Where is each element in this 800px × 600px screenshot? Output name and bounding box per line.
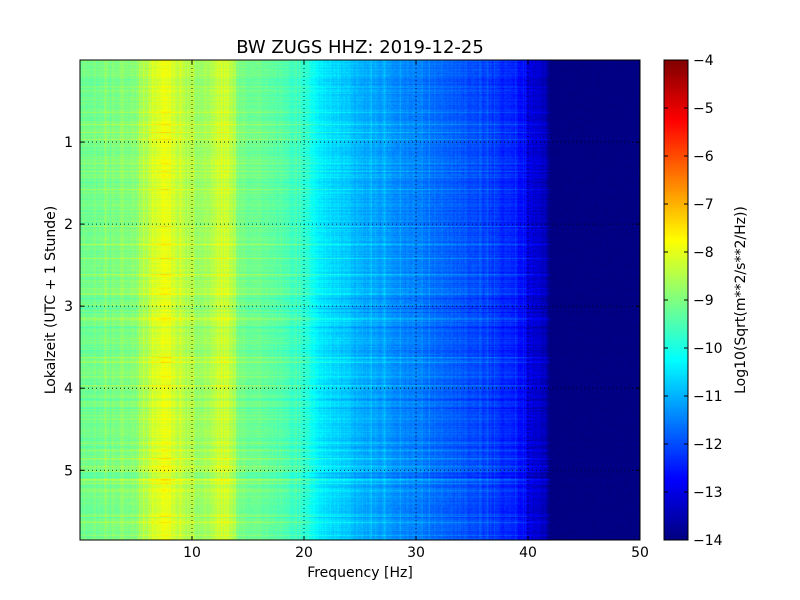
x-axis-ticks: 10 20 30 40 50	[183, 60, 649, 561]
spectrogram-image-holder	[80, 60, 640, 540]
y-axis-label: Lokalzeit (UTC + 1 Stunde)	[43, 206, 59, 395]
x-tick-label: 50	[631, 545, 649, 561]
chart-title: BW ZUGS HHZ: 2019-12-25	[236, 37, 484, 58]
y-tick-label: 5	[64, 463, 73, 479]
x-axis-label: Frequency [Hz]	[307, 565, 413, 581]
colorbar-tick-label: −12	[693, 437, 723, 453]
colorbar-tick-label: −4	[693, 53, 714, 69]
x-tick-label: 20	[295, 545, 313, 561]
colorbar-tick-label: −8	[693, 245, 714, 261]
y-tick-label: 4	[64, 381, 73, 397]
colorbar-ticks: −4 −5 −6 −7 −8 −9 −10 −11 −12 −13 −14	[664, 53, 723, 549]
colorbar-tick-label: −14	[693, 533, 723, 549]
spectrogram-heatmap	[80, 60, 640, 540]
colorbar-tick-label: −6	[693, 149, 714, 165]
y-tick-label: 2	[64, 217, 73, 233]
x-tick-label: 30	[407, 545, 425, 561]
colorbar-tick-label: −9	[693, 293, 714, 309]
colorbar-tick-label: −11	[693, 389, 723, 405]
colorbar-tick-label: −5	[693, 101, 714, 117]
x-tick-label: 40	[519, 545, 537, 561]
y-tick-label: 3	[64, 299, 73, 315]
y-tick-label: 1	[64, 135, 73, 151]
colorbar-label: Log10(Sqrt(m**2/s**2/Hz))	[733, 206, 749, 394]
grid-lines	[80, 60, 640, 540]
colorbar-tick-label: −10	[693, 341, 723, 357]
x-tick-label: 10	[183, 545, 201, 561]
colorbar-tick-label: −13	[693, 485, 723, 501]
plot-frame	[79, 59, 641, 541]
y-axis-ticks: 1 2 3 4 5	[64, 135, 640, 479]
colorbar-tick-label: −7	[693, 197, 714, 213]
